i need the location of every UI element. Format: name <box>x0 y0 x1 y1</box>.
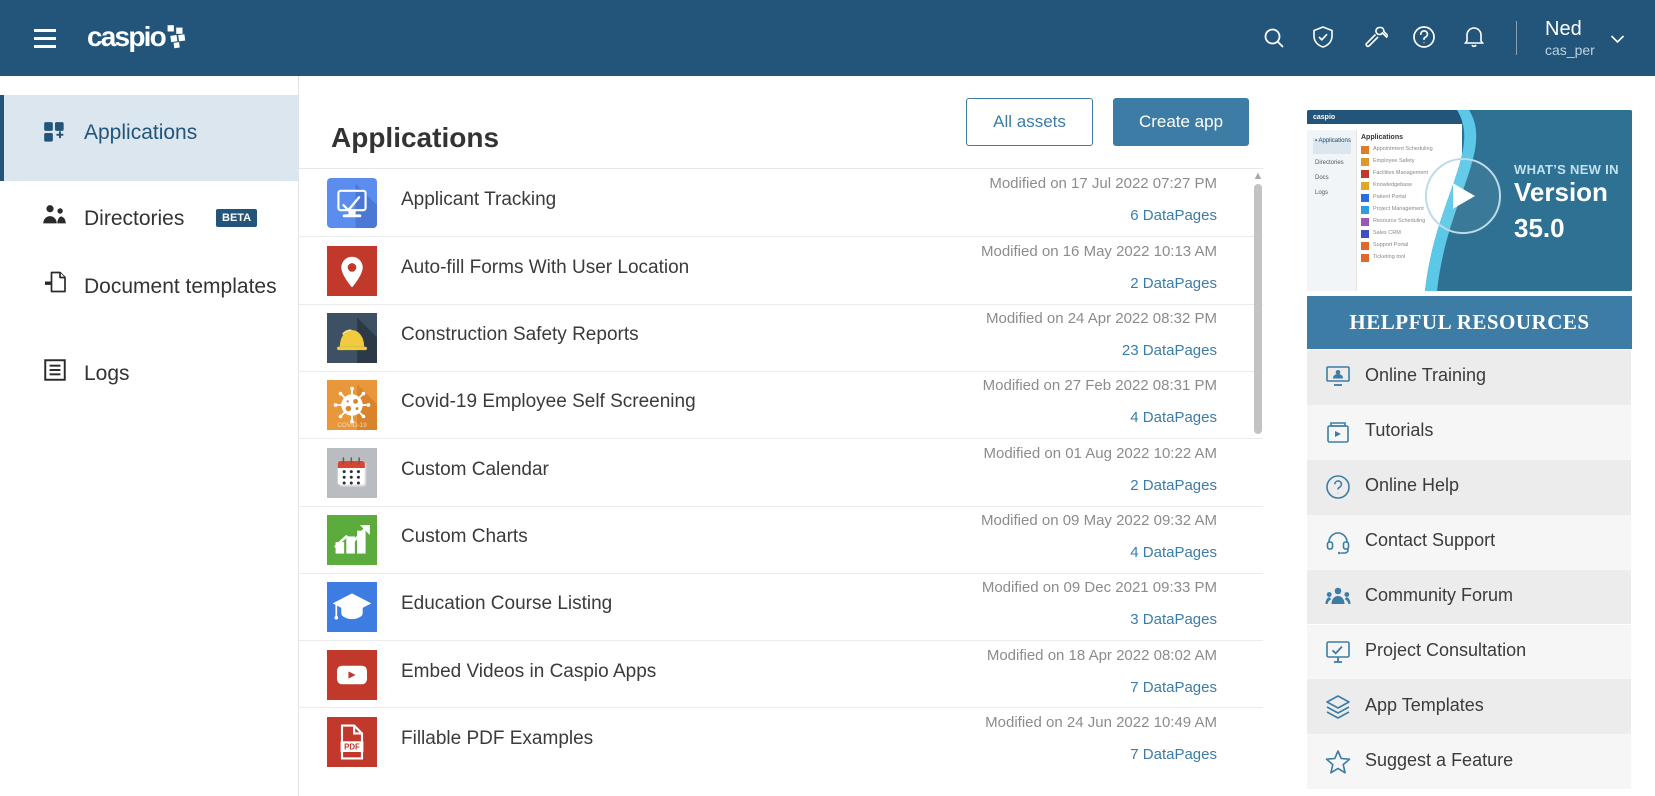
svg-text:PDF: PDF <box>344 742 360 751</box>
svg-text:COVID-19: COVID-19 <box>337 423 367 430</box>
